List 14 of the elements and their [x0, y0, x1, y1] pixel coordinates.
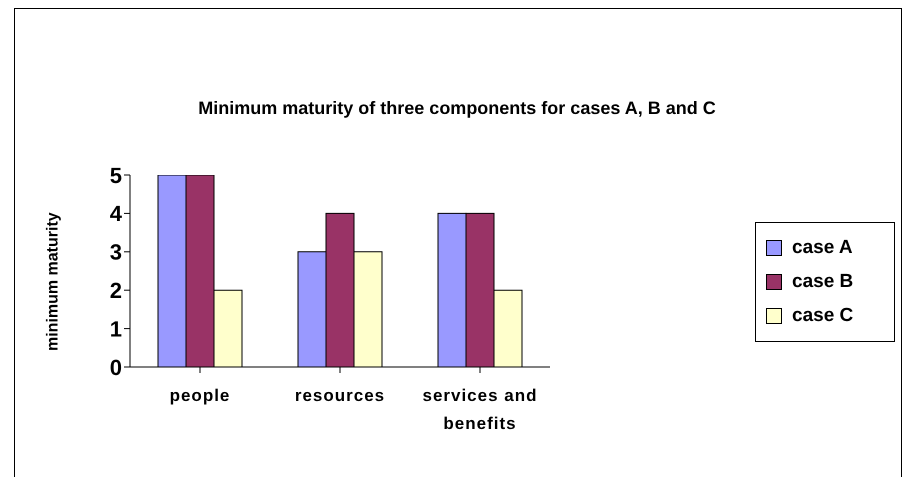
- legend-label: case C: [792, 305, 854, 327]
- x-tick-label: people: [170, 386, 230, 406]
- x-tick-label: services and benefits: [422, 386, 538, 434]
- x-tick-label: resources: [294, 386, 386, 406]
- y-tick-label: 0: [110, 354, 122, 380]
- legend-label: case A: [792, 237, 853, 259]
- y-tick-label: 5: [110, 162, 122, 188]
- y-tick-label: 2: [110, 278, 122, 304]
- chart-title: Minimum maturity of three components for cases A, B and C: [197, 98, 717, 119]
- y-axis-title: minimum maturity: [44, 212, 62, 351]
- y-tick-label: 1: [110, 316, 122, 342]
- y-tick-label: 4: [110, 201, 123, 226]
- legend-label: case B: [792, 271, 854, 293]
- y-tick-label: 3: [110, 240, 122, 265]
